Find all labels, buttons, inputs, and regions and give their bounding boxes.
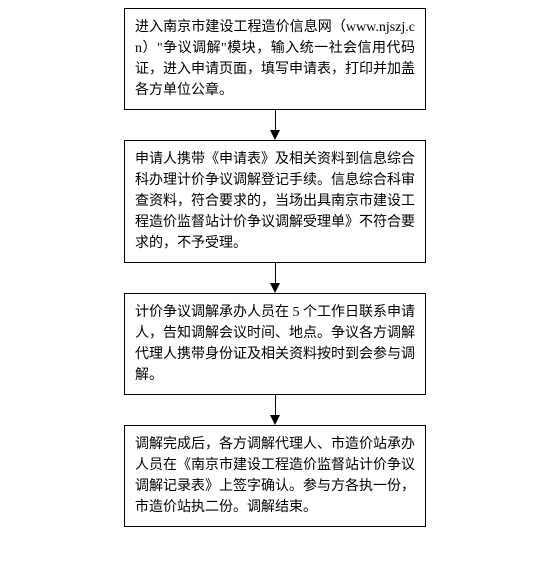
flow-step-1-text: 进入南京市建设工程造价信息网（www.njszj.cn）"争议调解"模块，输入统… — [135, 20, 415, 98]
flow-step-1: 进入南京市建设工程造价信息网（www.njszj.cn）"争议调解"模块，输入统… — [124, 8, 426, 110]
flow-arrow-1 — [274, 110, 276, 140]
flow-step-4-text: 调解完成后，各方调解代理人、市造价站承办人员在《南京市建设工程造价监督站计价争议… — [135, 437, 415, 515]
arrow-line — [275, 395, 276, 415]
flowchart-container: 进入南京市建设工程造价信息网（www.njszj.cn）"争议调解"模块，输入统… — [125, 8, 425, 527]
flow-step-2: 申请人携带《申请表》及相关资料到信息综合科办理计价争议调解登记手续。信息综合科审… — [124, 140, 426, 263]
arrow-head-icon — [270, 130, 280, 140]
flow-arrow-3 — [274, 395, 276, 425]
flow-step-3-text: 计价争议调解承办人员在 5 个工作日联系申请人，告知调解会议时间、地点。争议各方… — [135, 305, 415, 383]
arrow-head-icon — [270, 283, 280, 293]
flow-step-2-text: 申请人携带《申请表》及相关资料到信息综合科办理计价争议调解登记手续。信息综合科审… — [135, 152, 415, 251]
arrow-head-icon — [270, 415, 280, 425]
flow-step-4: 调解完成后，各方调解代理人、市造价站承办人员在《南京市建设工程造价监督站计价争议… — [124, 425, 426, 527]
flow-arrow-2 — [274, 263, 276, 293]
arrow-line — [275, 263, 276, 283]
arrow-line — [275, 110, 276, 130]
flow-step-3: 计价争议调解承办人员在 5 个工作日联系申请人，告知调解会议时间、地点。争议各方… — [124, 293, 426, 395]
